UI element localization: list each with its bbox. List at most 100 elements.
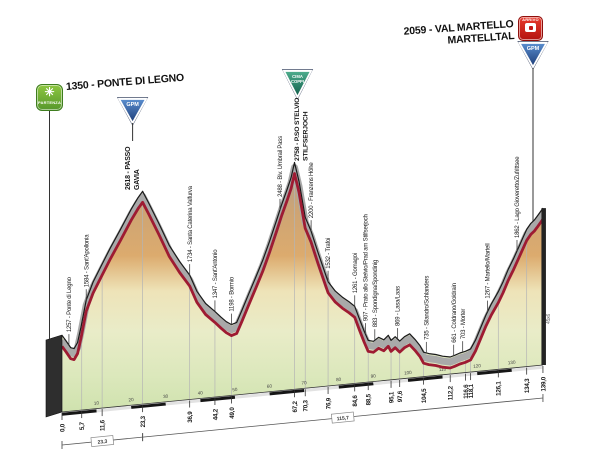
arrivo-finish-icon: ARRIVO: [518, 16, 543, 41]
waypoint-label: 1198 - Bormio: [230, 276, 236, 312]
waypoint-label: 883 - Spondigna/Spondinig: [373, 260, 379, 327]
profile-fill-area: [62, 162, 543, 412]
waypoint-label: 2200 - Franzens Höhe: [309, 162, 315, 219]
decade-mark: 70: [301, 380, 307, 386]
scale-segment: [477, 368, 512, 376]
top-outline: [61, 161, 544, 358]
decade-mark: 100: [404, 370, 413, 376]
scale-segment: [511, 365, 544, 372]
bracket-label: 115,7: [331, 411, 355, 424]
scale-segment: [442, 372, 478, 379]
profile-red-line: [60, 172, 545, 370]
waypoint-label: 1257 - Ponte di Legno: [67, 276, 73, 332]
scale-segment: [338, 382, 374, 389]
badge-triangle: [117, 98, 148, 125]
waypoint-label: 1532 - Trafoi: [326, 238, 332, 269]
decade-mark: 50: [232, 387, 238, 393]
waypoint-label: 1862 - Lago Gioveretto/Zufrittsee: [515, 156, 521, 238]
profile-ribbon: [59, 161, 546, 370]
scale-segment: [304, 385, 339, 393]
waypoint-label: 703 - Morter: [461, 309, 467, 339]
partenza-emblem-icon: ✳: [44, 85, 55, 99]
distance-tick-label: 84,6: [352, 395, 359, 407]
decade-mark: 10: [94, 400, 100, 406]
baseline: [61, 364, 543, 413]
distance-tick-label: 23,3: [140, 415, 147, 427]
stelvio-label-line2: STILFSERJOCH: [303, 111, 310, 161]
distance-tick-label: 0,0: [59, 423, 66, 432]
distance-tick-label: 76,9: [325, 397, 332, 409]
start-wall: [45, 334, 63, 418]
bracket-label-box: [331, 411, 355, 424]
partenza-label: PARTENZA: [37, 100, 62, 105]
arrivo-label: ARRIVO: [522, 17, 539, 22]
decade-mark: 110: [439, 366, 447, 372]
arrivo-emblem-icon: [525, 23, 536, 32]
waypoint-label: 1267 - Martello/Martell: [486, 243, 492, 298]
scale-segment: [234, 392, 270, 399]
distance-tick-label: 97,6: [397, 390, 404, 402]
gpm-badge-finish: GPM: [517, 41, 549, 70]
decade-mark: 90: [370, 373, 376, 379]
scale-segment: [407, 375, 443, 382]
distance-tick-label: 11,6: [100, 419, 107, 431]
segment-brackets: 23,3 115,7: [61, 394, 544, 449]
distance-tick-label: 134,3: [524, 378, 531, 393]
distance-tick-label: 104,5: [421, 388, 428, 403]
scale-segment: [131, 402, 166, 409]
distance-tick-label: 67,2: [292, 401, 299, 413]
bracket-label-text: 23,3: [97, 439, 107, 446]
scale-segment: [165, 399, 201, 406]
distance-tick-label: 126,1: [496, 381, 503, 396]
finish-wall: [541, 208, 546, 366]
mountain-fill: [62, 162, 543, 412]
gavia-label-line1: 2618 - PASSO: [125, 146, 132, 190]
scale-segment: [269, 389, 305, 396]
distance-tick-label: 5,7: [79, 421, 86, 430]
distance-tick-label: 36,9: [187, 411, 194, 423]
distance-tick-label: 44,2: [212, 408, 219, 420]
decade-mark: 60: [267, 383, 273, 389]
decade-mark: 120: [473, 363, 482, 369]
bracket-label-text: 115,7: [337, 415, 350, 422]
partenza-start-icon: ✳ PARTENZA: [36, 84, 63, 111]
road-band: [59, 164, 546, 366]
decade-mark: 80: [336, 377, 342, 383]
decade-mark: 20: [128, 397, 134, 403]
badge-triangle: [282, 70, 313, 99]
badge-triangle: [517, 42, 549, 69]
waypoint-label: 907 - Prato allo Stelvio/Prad am Stilfse…: [364, 214, 370, 321]
gavia-label-line2: GAVIA: [134, 169, 141, 190]
badge-text: CIMA: [292, 74, 303, 79]
distance-scale-bar: 10 20 30 40 50 60 70 80 90 100 110 120 130: [61, 360, 544, 416]
decade-mark: 130: [508, 360, 517, 366]
badge-text: GPM: [527, 46, 540, 52]
waypoint-label: 2488 - Biv. Umbrail Pass: [278, 136, 284, 197]
badge-text: GPM: [126, 102, 139, 108]
scale-segment: [200, 395, 236, 403]
distance-tick-label: 70,3: [303, 399, 310, 411]
waypoint-label: 1261 - Gomagoi: [353, 253, 359, 293]
badge-text: COPPI: [291, 79, 304, 84]
bracket-label-box: [90, 435, 115, 447]
distance-tick-label: 88,5: [366, 393, 373, 405]
distance-tick-label: 116,6: [463, 384, 470, 399]
watermark-text: 45x6: [546, 314, 552, 324]
bracket-label: 23,3: [90, 435, 115, 447]
distance-tick-label: 118,1: [468, 383, 475, 398]
distance-tick-label: 139,0: [540, 376, 547, 391]
distance-tick-label: 49,0: [229, 407, 236, 419]
waypoint-label: 1734 - Santa Caterina Valfurva: [188, 185, 194, 262]
gpm-badge-gavia: GPM: [116, 97, 149, 126]
waypoint-label: 1347 - Sant'Antonio: [213, 249, 219, 299]
distance-tick-label: 112,2: [448, 385, 455, 400]
distance-tick-label: 95,1: [388, 391, 395, 403]
waypoint-label: 869 - Lasa/Laas: [396, 286, 402, 326]
waypoint-label: 735 - Silandro/Schlanders: [424, 276, 430, 340]
scale-segment: [61, 409, 97, 416]
waypoint-labels: 1257 - Ponte di Legno 1584 - Sant'Apollon…: [67, 136, 521, 356]
axis-tick-labels: 0,0 5,7 11,6 23,3 36,9 44,2 49,0 67,2 70,3 76,9 84…: [59, 366, 547, 432]
